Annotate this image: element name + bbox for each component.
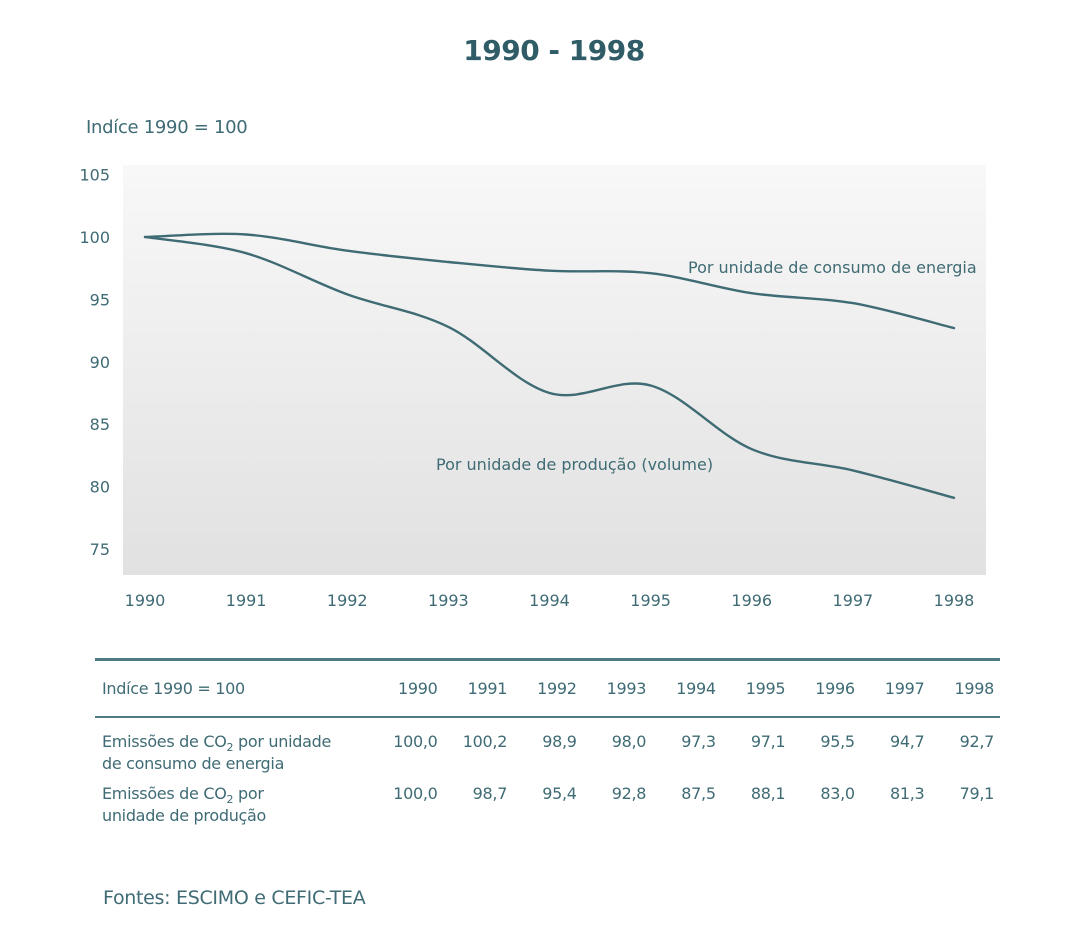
series-label-production: Por unidade de produção (volume) — [436, 455, 713, 474]
table-cell: 100,0 — [393, 732, 438, 751]
row-label-text: Emissões de CO — [102, 732, 227, 751]
chart-title: 1990 - 1998 — [463, 34, 645, 67]
table-row-label: Emissões de CO2 por unidade de consumo d… — [95, 718, 374, 780]
table-cell: 100,0 — [393, 784, 438, 803]
table-cell: 81,3 — [889, 784, 925, 803]
table-cell: 100,2 — [462, 732, 508, 751]
table-cell: 87,5 — [681, 784, 716, 803]
table-top-rule — [95, 658, 1000, 661]
y-tick-label: 105 — [79, 166, 110, 185]
table-cell: 92,7 — [959, 732, 995, 751]
y-tick-label: 100 — [79, 228, 110, 247]
table-cell: 95,5 — [820, 732, 855, 751]
table-cell: 83,0 — [820, 784, 855, 803]
table-cell: 98,9 — [542, 732, 577, 751]
table-cell: 94,7 — [889, 732, 925, 751]
line-chart: 75 80 85 90 95 100 105 1990 1991 1992 1993 1994 199… — [79, 165, 986, 610]
row-label-subscript: 2 — [226, 793, 234, 807]
table-row-label: Emissões de CO2 por unidade de produção — [95, 780, 374, 832]
table-header-year: 1997 — [884, 679, 925, 698]
x-tick-label: 1998 — [934, 591, 975, 610]
table-header-label: Indíce 1990 = 100 — [102, 679, 245, 698]
row-label-line2: unidade de produção — [102, 806, 267, 826]
x-tick-label: 1995 — [630, 591, 671, 610]
table-header-year: 1990 — [398, 679, 438, 698]
data-table: Indíce 1990 = 100 1990 1991 1992 1993 19… — [95, 658, 1000, 832]
table-header-row: Indíce 1990 = 100 1990 1991 1992 1993 19… — [95, 661, 1000, 716]
x-tick-label: 1996 — [731, 591, 772, 610]
table-header-year: 1998 — [954, 679, 994, 698]
table-cell: 97,1 — [750, 732, 786, 751]
table-cell: 98,0 — [611, 732, 647, 751]
y-tick-label: 75 — [90, 540, 110, 559]
table-header-year: 1991 — [467, 679, 508, 698]
y-tick-label: 80 — [90, 478, 110, 497]
series-line-energy — [143, 232, 956, 330]
row-label-text: por unidade — [233, 732, 332, 751]
table-cell: 98,7 — [472, 784, 508, 803]
table-cell: 88,1 — [750, 784, 786, 803]
x-tick-label: 1994 — [529, 591, 570, 610]
series-label-energy: Por unidade de consumo de energia — [688, 258, 977, 277]
series-line-production — [143, 235, 956, 499]
table-cell: 79,1 — [959, 784, 995, 803]
table-row: Emissões de CO2 por unidade de produção … — [95, 780, 1000, 832]
x-tick-label: 1993 — [428, 591, 469, 610]
source-note: Fontes: ESCIMO e CEFIC-TEA — [103, 887, 366, 909]
x-tick-label: 1990 — [125, 591, 166, 610]
table-header-rule — [95, 716, 1000, 718]
plot-area — [123, 165, 986, 575]
y-tick-label: 85 — [90, 415, 110, 434]
x-tick-label: 1992 — [327, 591, 368, 610]
row-label-text: Emissões de CO — [102, 784, 227, 803]
table-header-year: 1996 — [815, 679, 855, 698]
table-header-year: 1992 — [537, 679, 577, 698]
y-tick-label: 90 — [90, 353, 110, 372]
table-header-year: 1995 — [745, 679, 786, 698]
table-header-year: 1994 — [676, 679, 716, 698]
table-cell: 92,8 — [611, 784, 647, 803]
table-row: Emissões de CO2 por unidade de consumo d… — [95, 718, 1000, 780]
table-header-year: 1993 — [606, 679, 647, 698]
x-tick-label: 1997 — [833, 591, 874, 610]
x-tick-label: 1991 — [226, 591, 267, 610]
table-cell: 97,3 — [681, 732, 716, 751]
table-cell: 95,4 — [542, 784, 577, 803]
y-tick-label: 95 — [90, 290, 110, 309]
row-label-line2: de consumo de energia — [102, 754, 285, 774]
y-axis-label: Indíce 1990 = 100 — [86, 117, 248, 138]
row-label-subscript: 2 — [226, 741, 234, 755]
row-label-text: por — [233, 784, 264, 803]
